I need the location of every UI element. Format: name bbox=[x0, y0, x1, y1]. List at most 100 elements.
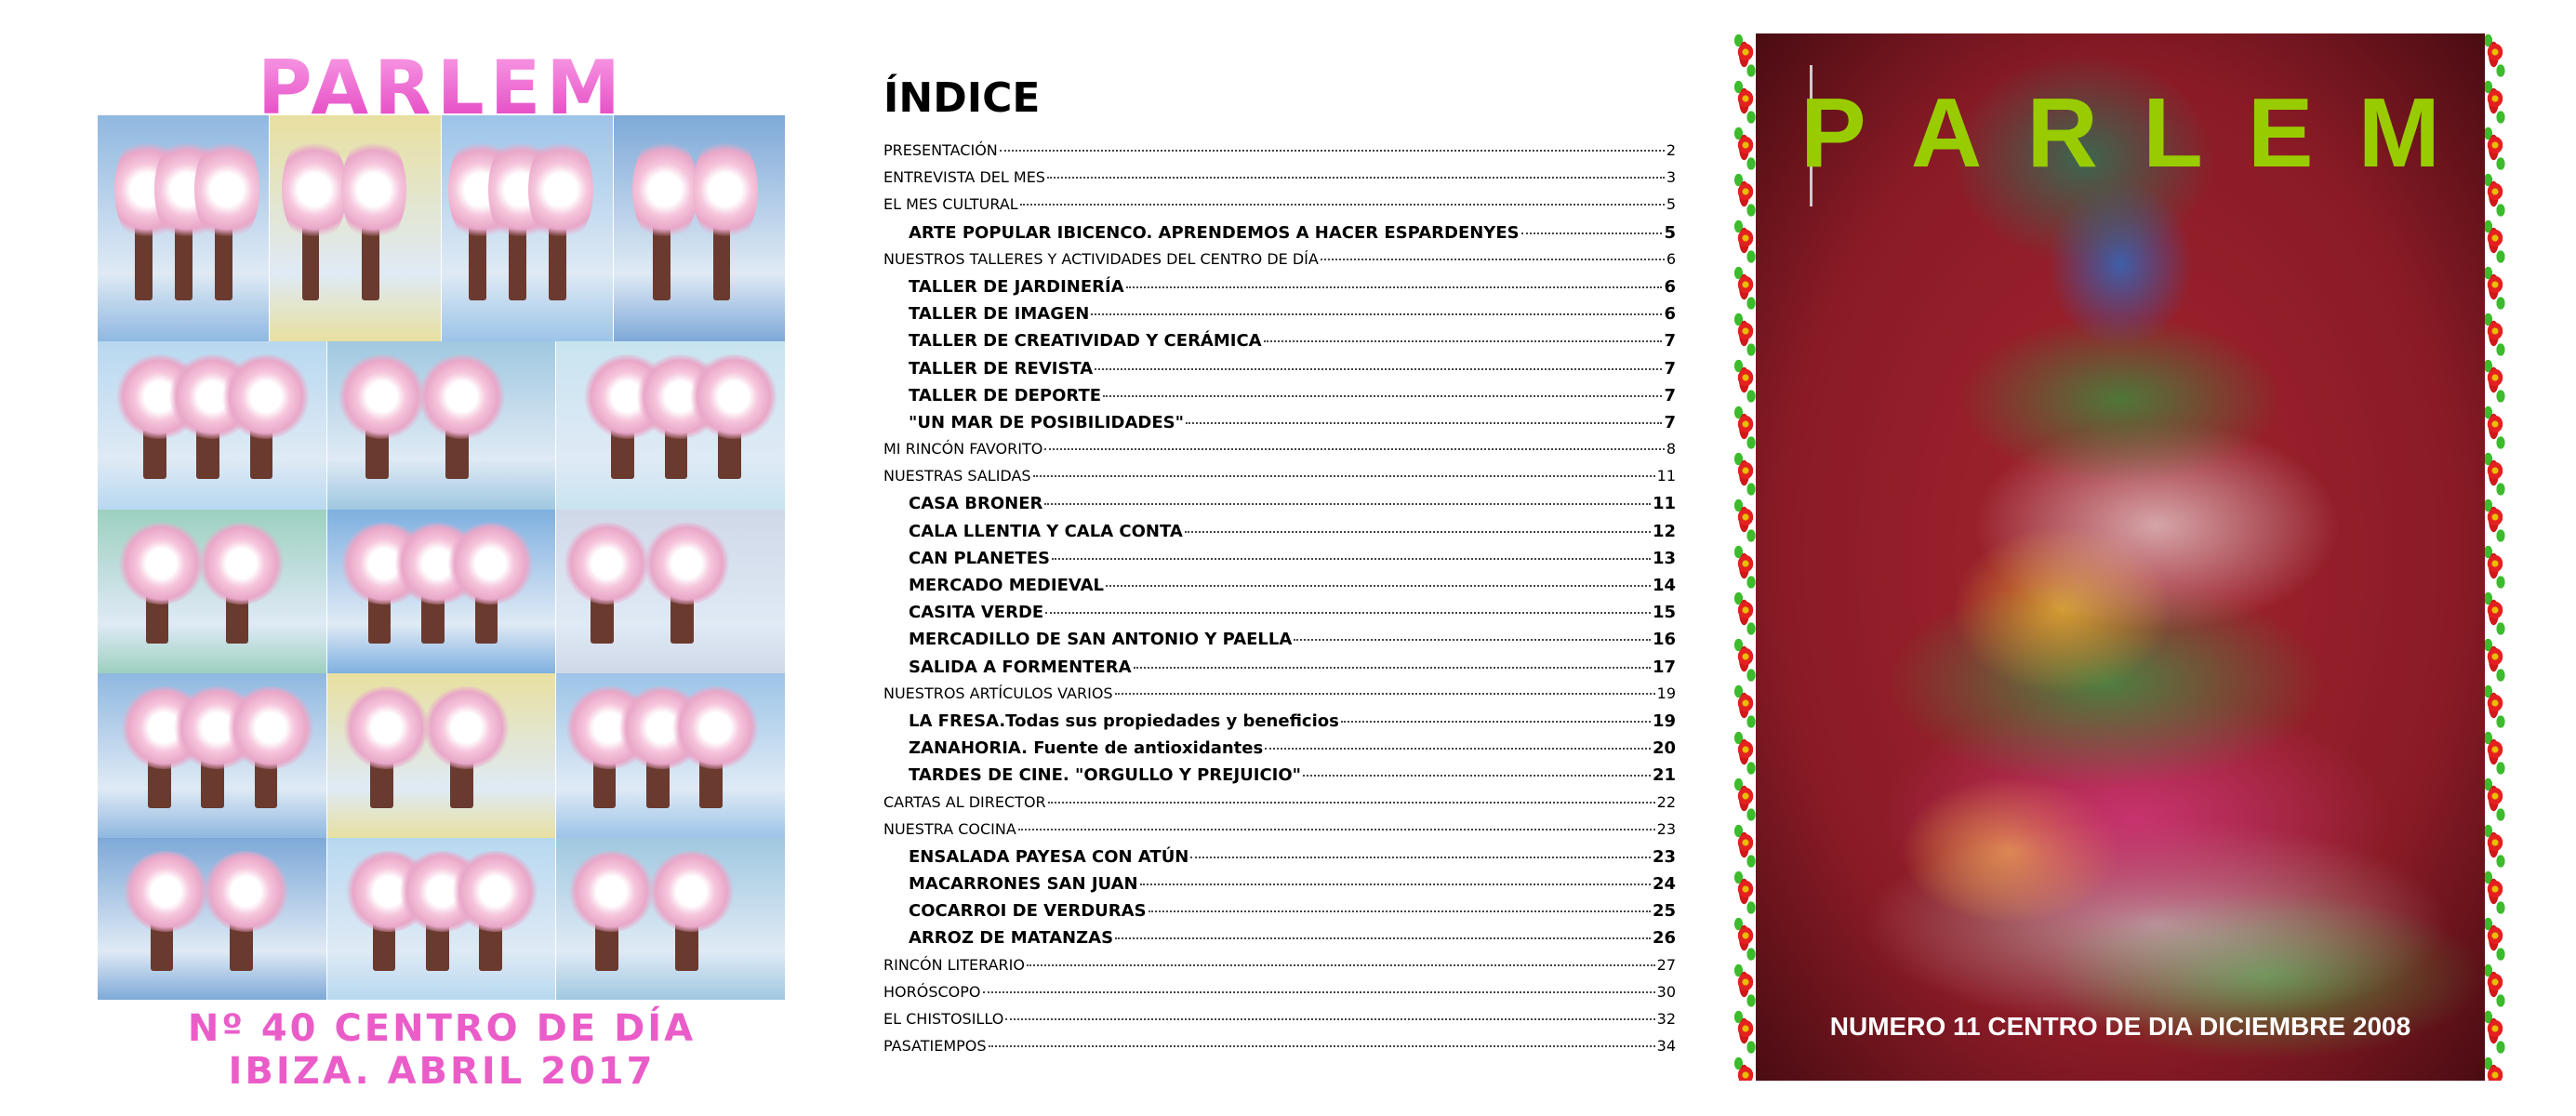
tree-painting bbox=[270, 115, 442, 341]
dot-leader bbox=[1340, 720, 1651, 723]
toc-entry-page: 34 bbox=[1656, 1037, 1676, 1056]
toc-entry[interactable]: CASITA VERDE 15 bbox=[883, 603, 1676, 630]
toc-entry-label: MACARRONES SAN JUAN bbox=[909, 874, 1138, 895]
toc-entry-label: ENSALADA PAYESA CON ATÚN bbox=[909, 846, 1189, 867]
toc-entry[interactable]: TALLER DE IMAGEN 6 bbox=[883, 304, 1676, 331]
dot-leader bbox=[1045, 612, 1651, 615]
toc-entry-label: CASITA VERDE bbox=[909, 603, 1044, 623]
toc-entry[interactable]: TALLER DE DEPORTE 7 bbox=[883, 386, 1676, 413]
toc-entry-page: 23 bbox=[1656, 819, 1676, 838]
toc-entry-page: 13 bbox=[1652, 548, 1676, 568]
toc-entry[interactable]: NUESTROS TALLERES Y ACTIVIDADES DEL CENT… bbox=[883, 250, 1676, 277]
toc-entry[interactable]: MI RINCÓN FAVORITO 8 bbox=[883, 440, 1676, 467]
toc-entry-page: 6 bbox=[1664, 304, 1676, 325]
toc-entry-label: TALLER DE IMAGEN bbox=[909, 304, 1090, 325]
toc-entry-page: 15 bbox=[1652, 603, 1676, 623]
toc-entry[interactable]: TALLER DE JARDINERÍA 6 bbox=[883, 277, 1676, 304]
toc-entry-page: 27 bbox=[1656, 955, 1676, 974]
toc-entry[interactable]: NUESTROS ARTÍCULOS VARIOS 19 bbox=[883, 684, 1676, 711]
toc-entry-label: ARROZ DE MATANZAS bbox=[909, 928, 1114, 949]
toc-entry-page: 7 bbox=[1664, 358, 1676, 379]
toc-entry-page: 5 bbox=[1666, 195, 1676, 214]
toc-entry[interactable]: TARDES DE CINE. "ORGULLO Y PREJUICIO" 21 bbox=[883, 765, 1676, 792]
toc-entry-label: CALA LLENTIA Y CALA CONTA bbox=[909, 521, 1183, 541]
dot-leader bbox=[1263, 340, 1663, 343]
toc-entry[interactable]: "UN MAR DE POSIBILIDADES" 7 bbox=[883, 413, 1676, 440]
toc-entry-page: 11 bbox=[1656, 467, 1676, 485]
toc-entry[interactable]: PRESENTACIÓN 2 bbox=[883, 141, 1676, 168]
toc-entry[interactable]: COCARROI DE VERDURAS 25 bbox=[883, 901, 1676, 928]
left-magazine-cover: PARLEM Nº 40 CENTRO DE DÍA IBIZA. ABRIL … bbox=[98, 46, 787, 1097]
toc-entry-page: 6 bbox=[1666, 249, 1676, 268]
toc-entry[interactable]: ZANAHORIA. Fuente de antioxidantes 20 bbox=[883, 738, 1676, 765]
toc-entry[interactable]: MERCADO MEDIEVAL 14 bbox=[883, 576, 1676, 603]
toc-entry-page: 2 bbox=[1666, 141, 1676, 159]
toc-list: PRESENTACIÓN 2 ENTREVISTA DEL MES 3 EL MES C… bbox=[883, 141, 1676, 1064]
toc-entry[interactable]: CASA BRONER 11 bbox=[883, 494, 1676, 521]
toc-entry-label: PRESENTACIÓN bbox=[883, 141, 998, 159]
toc-entry[interactable]: PASATIEMPOS 34 bbox=[883, 1037, 1676, 1064]
toc-entry-label: LA FRESA.Todas sus propiedades y benefic… bbox=[909, 711, 1339, 731]
toc-entry-page: 23 bbox=[1652, 846, 1676, 867]
toc-entry[interactable]: TALLER DE REVISTA 7 bbox=[883, 359, 1676, 386]
toc-entry-page: 12 bbox=[1652, 521, 1676, 541]
toc-entry-label: TALLER DE DEPORTE bbox=[909, 385, 1102, 405]
toc-entry[interactable]: EL MES CULTURAL 5 bbox=[883, 195, 1676, 222]
toc-entry[interactable]: CALA LLENTIA Y CALA CONTA 12 bbox=[883, 522, 1676, 549]
toc-entry[interactable]: HORÓSCOPO 30 bbox=[883, 983, 1676, 1010]
toc-entry[interactable]: CARTAS AL DIRECTOR 22 bbox=[883, 793, 1676, 820]
dot-leader bbox=[1294, 639, 1651, 642]
toc-entry-label: HORÓSCOPO bbox=[883, 982, 981, 1001]
dot-leader bbox=[1133, 666, 1651, 669]
toc-entry-page: 16 bbox=[1652, 630, 1676, 650]
toc-entry[interactable]: MERCADILLO DE SAN ANTONIO Y PAELLA 16 bbox=[883, 630, 1676, 657]
dot-leader bbox=[1139, 884, 1651, 886]
paintings-collage bbox=[98, 115, 787, 1000]
dot-leader bbox=[1115, 937, 1651, 940]
dot-leader bbox=[1320, 258, 1665, 260]
toc-entry[interactable]: ARTE POPULAR IBICENCO. APRENDEMOS A HACE… bbox=[883, 223, 1676, 250]
toc-entry[interactable]: TALLER DE CREATIVIDAD Y CERÁMICA 7 bbox=[883, 331, 1676, 358]
toc-entry[interactable]: NUESTRAS SALIDAS 11 bbox=[883, 467, 1676, 494]
vertical-rule bbox=[1810, 65, 1812, 206]
toc-entry-page: 32 bbox=[1656, 1010, 1676, 1028]
toc-entry-page: 24 bbox=[1652, 874, 1676, 895]
dot-leader bbox=[1047, 801, 1655, 804]
toc-entry[interactable]: ENTREVISTA DEL MES 3 bbox=[883, 168, 1676, 195]
tree-painting bbox=[326, 838, 557, 1000]
toc-entry[interactable]: RINCÓN LITERARIO 27 bbox=[883, 956, 1676, 983]
tree-painting bbox=[556, 673, 787, 838]
tree-painting bbox=[98, 115, 270, 341]
tree-painting bbox=[556, 341, 787, 510]
dot-leader bbox=[1091, 313, 1663, 316]
title-letter: E bbox=[2247, 78, 2314, 188]
toc-entry-label: EL MES CULTURAL bbox=[883, 195, 1018, 214]
toc-entry[interactable]: MACARRONES SAN JUAN 24 bbox=[883, 874, 1676, 901]
tree-painting bbox=[326, 673, 557, 838]
tree-painting bbox=[98, 341, 327, 510]
dot-leader bbox=[1186, 421, 1663, 424]
toc-entry[interactable]: ARROZ DE MATANZAS 26 bbox=[883, 928, 1676, 955]
toc-entry[interactable]: ENSALADA PAYESA CON ATÚN 23 bbox=[883, 847, 1676, 874]
toc-entry[interactable]: EL CHISTOSILLO 32 bbox=[883, 1010, 1676, 1037]
toc-entry-page: 17 bbox=[1652, 657, 1676, 677]
toc-entry[interactable]: CAN PLANETES 13 bbox=[883, 549, 1676, 576]
title-letter: P bbox=[1800, 78, 1866, 188]
table-of-contents: ÍNDICE PRESENTACIÓN 2 ENTREVISTA DEL MES 3 E… bbox=[883, 73, 1676, 1064]
left-cover-date-line: IBIZA. ABRIL 2017 bbox=[228, 1050, 656, 1093]
dot-leader bbox=[1026, 963, 1655, 966]
dot-leader bbox=[1095, 367, 1663, 370]
toc-entry[interactable]: NUESTRA COCINA 23 bbox=[883, 820, 1676, 847]
toc-entry-label: MERCADO MEDIEVAL bbox=[909, 576, 1104, 595]
toc-entry[interactable]: LA FRESA.Todas sus propiedades y benefic… bbox=[883, 711, 1676, 738]
title-letter: A bbox=[1910, 78, 1983, 188]
toc-entry-label: NUESTROS TALLERES Y ACTIVIDADES DEL CENT… bbox=[883, 249, 1319, 268]
toc-entry[interactable]: SALIDA A FORMENTERA 17 bbox=[883, 658, 1676, 684]
toc-entry-page: 7 bbox=[1664, 412, 1676, 432]
dot-leader bbox=[1190, 856, 1651, 858]
dot-leader bbox=[1017, 828, 1655, 830]
toc-entry-label: TALLER DE JARDINERÍA bbox=[909, 276, 1124, 297]
tree-painting bbox=[614, 115, 786, 341]
dot-leader bbox=[1303, 775, 1651, 777]
dot-leader bbox=[1103, 394, 1663, 397]
